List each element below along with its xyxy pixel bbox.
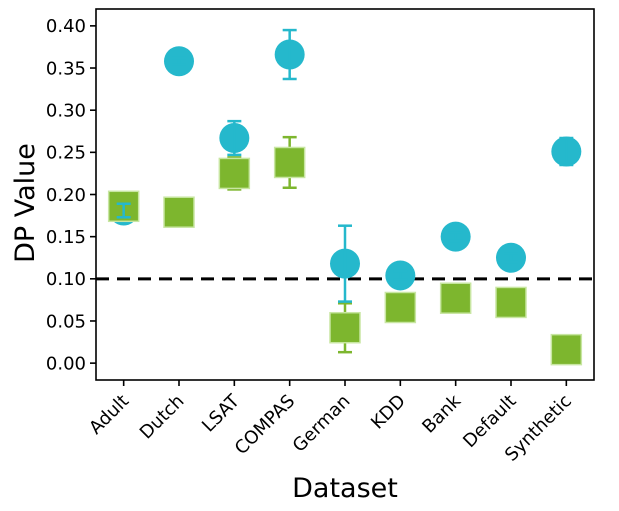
y-tick-label: 0.30 (46, 100, 86, 121)
plot-layer: 0.00 0.05 0.10 0.15 0.20 0.25 0.30 0.35 0.40 Adul… (46, 8, 595, 466)
x-tick-label: Dutch (136, 391, 189, 444)
green-squares-point-Bank (439, 282, 472, 314)
x-tick-label: COMPAS (231, 391, 299, 459)
y-tick-label: 0.40 (46, 16, 86, 37)
x-tick-label: Bank (418, 390, 465, 437)
green-squares-point-LSAT (218, 157, 251, 190)
green-squares-point-Dutch (163, 196, 195, 228)
x-axis-title: Dataset (292, 473, 398, 504)
green-squares-point-Synthetic (550, 333, 583, 366)
x-tick-label: KDD (367, 391, 410, 434)
x-tick-label: Adult (85, 391, 133, 439)
y-tick-label: 0.05 (46, 311, 86, 332)
y-tick-label: 0.10 (46, 269, 86, 290)
green-squares-point-COMPAS (273, 146, 306, 179)
y-tick-label: 0.25 (46, 143, 86, 164)
y-axis-title: DP Value (10, 143, 41, 263)
y-tick-label: 0.35 (46, 58, 86, 79)
y-tick-label: 0.00 (46, 353, 86, 374)
green-squares-point-KDD (384, 291, 417, 324)
green-squares-point-Default (495, 286, 527, 319)
x-tick-label: German (289, 391, 355, 457)
green-squares-point-German (329, 311, 361, 344)
y-tick-label: 0.15 (46, 227, 86, 248)
x-tick-label: LSAT (198, 390, 244, 436)
y-tick-label: 0.20 (46, 185, 86, 206)
